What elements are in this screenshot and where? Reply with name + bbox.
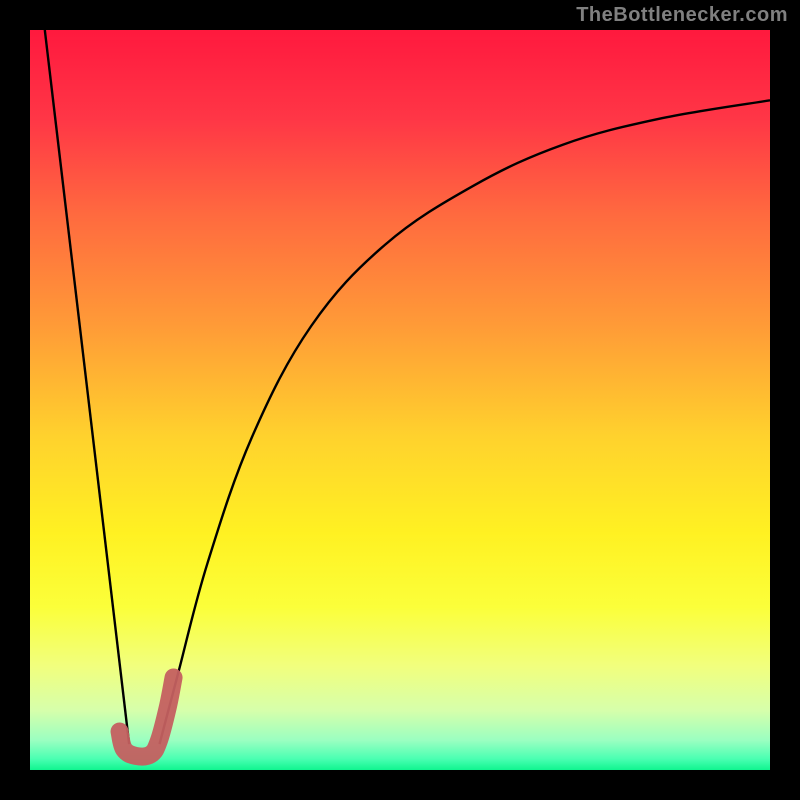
watermark-text: TheBottlenecker.com <box>576 4 788 27</box>
plot-background <box>30 30 770 770</box>
plot-area <box>30 30 770 770</box>
plot-svg <box>30 30 770 770</box>
chart-container: TheBottlenecker.com <box>0 0 800 800</box>
